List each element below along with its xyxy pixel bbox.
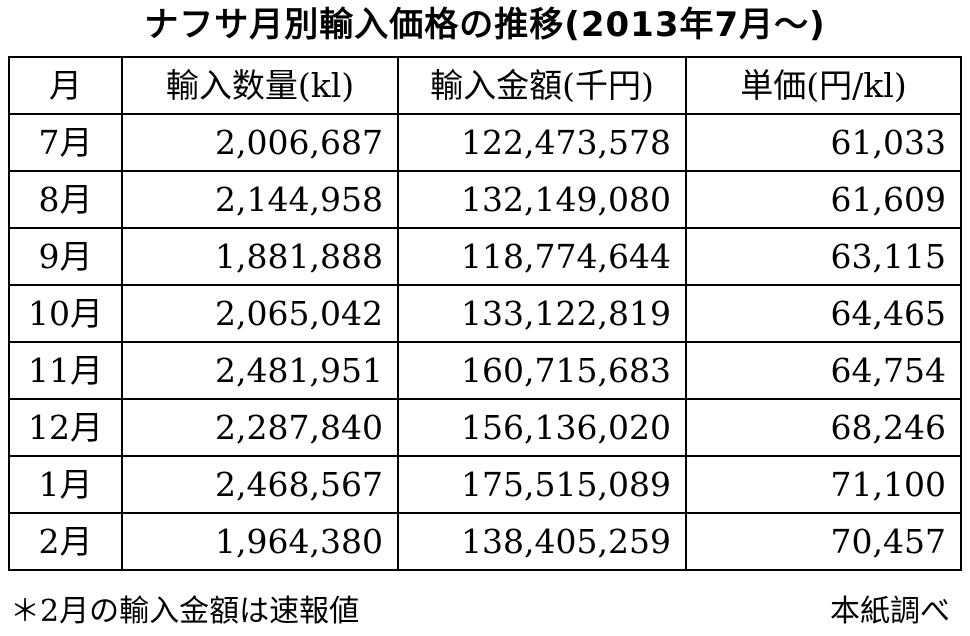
- table-row: 9月 1,881,888 118,774,644 63,115: [8, 227, 962, 286]
- cell-import-quantity: 2,287,840: [121, 398, 399, 457]
- cell-import-amount: 118,774,644: [397, 227, 687, 286]
- page-title: ナフサ月別輸入価格の推移(2013年7月〜): [144, 5, 826, 45]
- table-row: 8月 2,144,958 132,149,080 61,609: [8, 170, 962, 229]
- cell-month: 9月: [8, 227, 123, 286]
- cell-import-quantity: 2,468,567: [121, 455, 399, 514]
- cell-month: 8月: [8, 170, 123, 229]
- cell-unit-price: 64,465: [685, 284, 962, 343]
- table-header-row: 月 輸入数量(kl) 輸入金額(千円) 単価(円/kl): [8, 56, 962, 115]
- table-row: 10月 2,065,042 133,122,819 64,465: [8, 284, 962, 343]
- cell-import-amount: 175,515,089: [397, 455, 687, 514]
- header-import-quantity: 輸入数量(kl): [121, 56, 399, 115]
- table-row: 7月 2,006,687 122,473,578 61,033: [8, 113, 962, 172]
- cell-month: 11月: [8, 341, 123, 400]
- cell-month: 12月: [8, 398, 123, 457]
- cell-import-amount: 122,473,578: [397, 113, 687, 172]
- cell-import-quantity: 1,881,888: [121, 227, 399, 286]
- cell-unit-price: 61,033: [685, 113, 962, 172]
- footnote: ＊2月の輸入金額は速報値: [10, 594, 360, 629]
- cell-import-quantity: 2,481,951: [121, 341, 399, 400]
- cell-import-amount: 160,715,683: [397, 341, 687, 400]
- cell-import-quantity: 2,006,687: [121, 113, 399, 172]
- cell-unit-price: 71,100: [685, 455, 962, 514]
- header-unit-price: 単価(円/kl): [685, 56, 962, 115]
- source-credit: 本紙調べ: [830, 594, 950, 629]
- cell-unit-price: 63,115: [685, 227, 962, 286]
- header-month: 月: [8, 56, 123, 115]
- cell-unit-price: 70,457: [685, 512, 962, 571]
- cell-import-amount: 156,136,020: [397, 398, 687, 457]
- cell-import-amount: 132,149,080: [397, 170, 687, 229]
- header-import-amount: 輸入金額(千円): [397, 56, 687, 115]
- cell-unit-price: 61,609: [685, 170, 962, 229]
- table-row: 11月 2,481,951 160,715,683 64,754: [8, 341, 962, 400]
- cell-import-amount: 133,122,819: [397, 284, 687, 343]
- cell-unit-price: 64,754: [685, 341, 962, 400]
- cell-import-quantity: 1,964,380: [121, 512, 399, 571]
- table-row: 12月 2,287,840 156,136,020 68,246: [8, 398, 962, 457]
- cell-month: 1月: [8, 455, 123, 514]
- cell-import-quantity: 2,065,042: [121, 284, 399, 343]
- import-price-table: 月 輸入数量(kl) 輸入金額(千円) 単価(円/kl) 7月 2,006,68…: [8, 56, 962, 571]
- table-row: 1月 2,468,567 175,515,089 71,100: [8, 455, 962, 514]
- cell-import-quantity: 2,144,958: [121, 170, 399, 229]
- cell-month: 7月: [8, 113, 123, 172]
- table-row: 2月 1,964,380 138,405,259 70,457: [8, 512, 962, 571]
- cell-month: 10月: [8, 284, 123, 343]
- cell-month: 2月: [8, 512, 123, 571]
- cell-import-amount: 138,405,259: [397, 512, 687, 571]
- cell-unit-price: 68,246: [685, 398, 962, 457]
